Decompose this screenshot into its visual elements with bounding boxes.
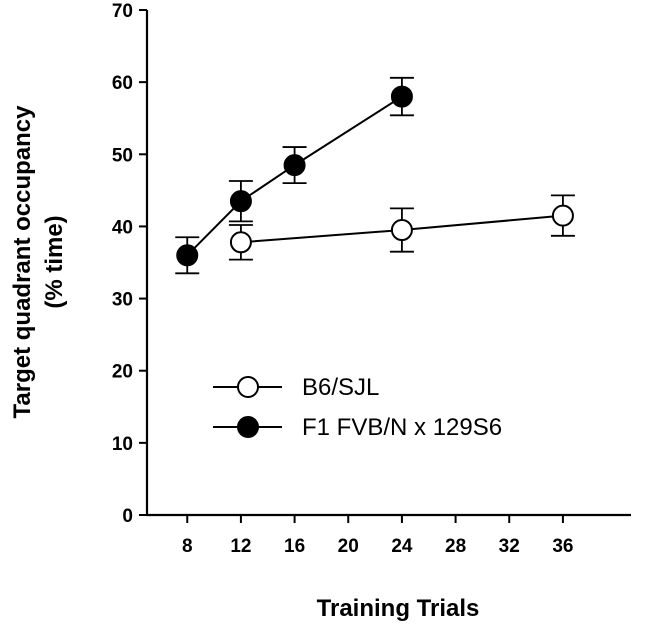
legend-label-f1: F1 FVB/N x 129S6 bbox=[302, 414, 502, 441]
data-point bbox=[390, 219, 413, 242]
series-b6-sjl bbox=[228, 194, 575, 261]
x-tick-label: 12 bbox=[230, 536, 251, 557]
legend: B6/SJL F1 FVB/N x 129S6 bbox=[213, 374, 502, 441]
data-point bbox=[551, 204, 574, 227]
series-line-f1-fvb-129s6 bbox=[186, 95, 403, 256]
data-point bbox=[229, 190, 252, 213]
x-ticks: 8 12 16 20 24 28 32 36 bbox=[182, 515, 573, 557]
x-tick-label: 8 bbox=[182, 536, 193, 557]
y-tick-label: 10 bbox=[112, 434, 133, 455]
x-tick-label: 32 bbox=[499, 536, 520, 557]
axes bbox=[145, 10, 631, 517]
data-point bbox=[229, 231, 252, 254]
y-ticks: 0 10 20 30 40 50 60 70 bbox=[112, 1, 147, 527]
y-tick-label: 40 bbox=[112, 217, 133, 238]
legend-label-b6-sjl: B6/SJL bbox=[302, 374, 379, 401]
x-tick-label: 16 bbox=[284, 536, 305, 557]
x-tick-label: 24 bbox=[391, 536, 413, 557]
x-tick-label: 20 bbox=[338, 536, 359, 557]
series-layer bbox=[175, 76, 575, 275]
y-tick-label: 20 bbox=[112, 362, 133, 383]
y-tick-label: 60 bbox=[112, 73, 133, 94]
legend-marker-b6-sjl bbox=[237, 376, 259, 398]
y-axis-title-line1: Target quadrant occupancy bbox=[9, 105, 36, 419]
data-point bbox=[176, 244, 199, 267]
y-tick-label: 0 bbox=[122, 506, 133, 527]
y-tick-label: 70 bbox=[112, 1, 133, 22]
legend-marker-f1 bbox=[237, 416, 259, 438]
y-tick-label: 50 bbox=[112, 145, 133, 166]
x-axis-title: Training Trials bbox=[317, 595, 480, 622]
y-axis-title: Target quadrant occupancy (% time) bbox=[9, 105, 68, 419]
y-tick-label: 30 bbox=[112, 290, 133, 311]
data-point bbox=[283, 154, 306, 177]
series-f1-fvb-129s6 bbox=[175, 76, 414, 275]
y-axis-title-line2: (% time) bbox=[41, 215, 68, 308]
data-point bbox=[390, 85, 413, 108]
x-tick-label: 28 bbox=[445, 536, 466, 557]
x-tick-label: 36 bbox=[552, 536, 573, 557]
